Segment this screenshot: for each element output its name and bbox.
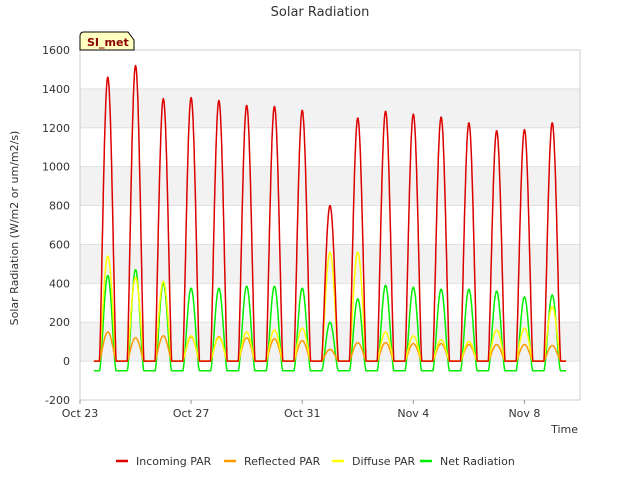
y-tick-label: 1200 bbox=[42, 122, 70, 135]
plot-frame bbox=[79, 49, 581, 401]
legend: Incoming PAR Reflected PAR Diffuse PAR Net … bbox=[116, 455, 515, 468]
x-tick-label: Oct 27 bbox=[173, 407, 210, 420]
plot-band bbox=[80, 244, 580, 284]
x-axis-label: Time bbox=[550, 423, 578, 436]
plot-band bbox=[80, 166, 580, 206]
y-tick-label: 1600 bbox=[42, 44, 70, 57]
plot-band bbox=[80, 322, 580, 362]
chart-title: Solar Radiation bbox=[271, 5, 370, 20]
series-line-incoming-par bbox=[93, 64, 567, 362]
x-tick-label: Oct 23 bbox=[62, 407, 99, 420]
y-tick-label: 600 bbox=[49, 238, 70, 251]
series-layer bbox=[93, 64, 567, 372]
plot-bands bbox=[80, 88, 580, 362]
site-badge-label: SI_met bbox=[87, 36, 129, 49]
legend-item: Net Radiation bbox=[420, 455, 515, 468]
y-tick-label: 1000 bbox=[42, 161, 70, 174]
y-tick-label: 0 bbox=[63, 355, 70, 368]
x-tick-label: Nov 4 bbox=[397, 407, 429, 420]
y-axis-label: Solar Radiation (W/m2 or um/m2/s) bbox=[8, 131, 21, 326]
y-tick-label: 400 bbox=[49, 277, 70, 290]
legend-item: Diffuse PAR bbox=[332, 455, 416, 468]
y-tick-label: -200 bbox=[45, 394, 70, 407]
plot-band bbox=[80, 88, 580, 128]
x-tick-label: Oct 31 bbox=[284, 407, 321, 420]
site-badge: SI_met bbox=[79, 31, 135, 51]
y-tick-label: 1400 bbox=[42, 83, 70, 96]
legend-item: Reflected PAR bbox=[224, 455, 321, 468]
y-axis-ticks: -200 0 200 400 600 800 1000 1200 1400 1600 bbox=[42, 44, 70, 407]
series-line-net-radiation bbox=[93, 268, 567, 372]
y-tick-label: 200 bbox=[49, 316, 70, 329]
x-tick-label: Nov 8 bbox=[508, 407, 540, 420]
legend-label: Net Radiation bbox=[440, 455, 515, 468]
legend-item: Incoming PAR bbox=[116, 455, 212, 468]
legend-label: Reflected PAR bbox=[244, 455, 321, 468]
legend-label: Incoming PAR bbox=[136, 455, 212, 468]
site-badge-shape bbox=[79, 31, 135, 51]
x-axis-ticks: Oct 23 Oct 27 Oct 31 Nov 4 Nov 8 bbox=[62, 400, 540, 420]
y-tick-label: 800 bbox=[49, 200, 70, 213]
legend-label: Diffuse PAR bbox=[352, 455, 416, 468]
